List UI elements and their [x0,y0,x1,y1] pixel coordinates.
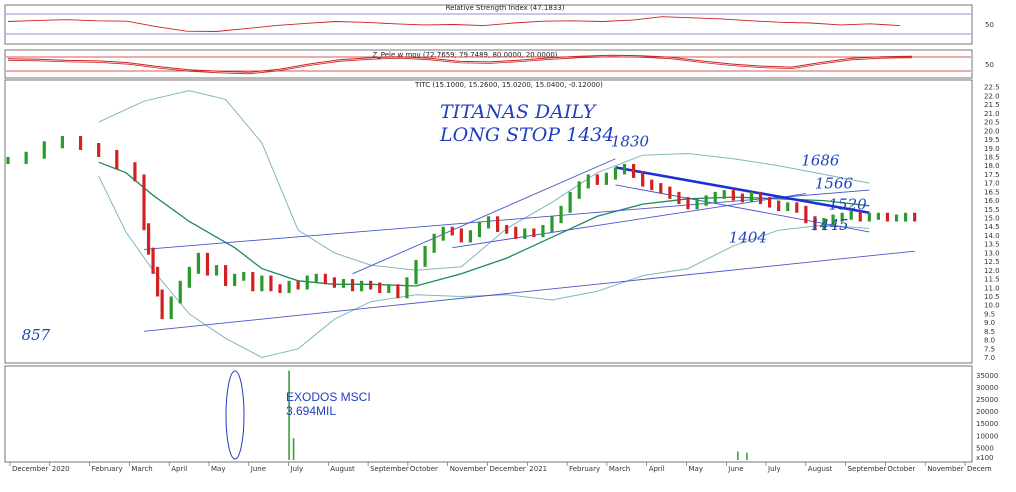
annotation-label: 1830 [611,133,650,151]
price-tick-label: 7.0 [984,354,995,362]
x-tick-label: July [290,465,304,473]
annotation-label: 1566 [815,174,854,192]
trendline-lower-support [143,250,915,332]
price-tick-label: 14.5 [984,223,1000,231]
annotation-label: 1445 [810,216,848,234]
price-tick-label: 13.5 [984,241,1000,249]
x-tick-label: 2021 [529,465,547,473]
volume-spike-circle [225,370,245,460]
price-tick-label: 11.5 [984,276,1000,284]
x-tick-label: 2020 [52,465,70,473]
price-tick-label: 22.5 [984,84,1000,92]
chart-title: TITANAS DAILY [440,101,598,123]
price-tick-label: 17.0 [984,180,1000,188]
x-tick-label: May [689,465,703,473]
x-tick-label: August [330,465,355,473]
price-tick-label: 20.5 [984,119,1000,127]
rsi-panel [4,4,973,45]
volume-tick-label: 35000 [976,372,998,380]
moving-average [98,161,870,287]
price-tick-label: 12.5 [984,258,1000,266]
volume-panel [4,365,973,463]
x-tick-label: March [609,465,630,473]
x-tick-label: July [767,465,781,473]
annotation-label: 1686 [801,152,840,170]
price-tick-label: 18.5 [984,154,1000,162]
x-tick-label: June [727,465,743,473]
x-tick-label: December [12,465,48,473]
volume-tick-label: 30000 [976,384,998,392]
zpele-panel [4,49,973,79]
price-tick-label: 7.5 [984,345,995,353]
zpele-tick: 50 [985,61,994,69]
x-tick-label: April [649,465,665,473]
trendline-downtrend [615,166,870,215]
x-tick-label: March [131,465,152,473]
x-tick-label: May [211,465,225,473]
x-tick-label: September [370,465,409,473]
x-tick-label: August [808,465,833,473]
price-tick-label: 13.0 [984,249,1000,257]
price-tick-label: 12.0 [984,267,1000,275]
trendline-upper-line [143,189,870,250]
band-upper [98,90,870,271]
price-tick-label: 20.0 [984,127,1000,135]
price-tick-label: 9.5 [984,310,995,318]
price-tick-label: 19.0 [984,145,1000,153]
x-tick-label: Decem [967,465,992,473]
chart-subtitle: LONG STOP 1434 [439,124,614,146]
annotation-label: 857 [22,326,51,344]
rsi-line [7,16,901,32]
price-tick-label: 11.0 [984,284,1000,292]
trendline-lower-channel [615,184,870,233]
price-tick-label: 21.5 [984,101,1000,109]
volume-tick-label: 25000 [976,396,998,404]
price-tick-label: 8.0 [984,337,995,345]
volume-tick-label: 20000 [976,408,998,416]
price-tick-label: 17.5 [984,171,1000,179]
zpele-label: Z_Pele w mov (72.7659, 79.7489, 80.0000,… [372,51,557,59]
x-tick-label: February [92,465,123,473]
x-tick-label: October [410,465,438,473]
price-tick-label: 22.0 [984,92,1000,100]
x-tick-label: October [887,465,915,473]
annotation-label: 1520 [829,195,868,213]
zpele-signal-line [7,56,913,75]
x-tick-label: February [569,465,600,473]
price-tick-label: 10.5 [984,293,1000,301]
price-tick-label: 21.0 [984,110,1000,118]
price-tick-label: 10.0 [984,302,1000,310]
x-tick-label: April [171,465,187,473]
titc-label: TITC (15.1000, 15.2600, 15.0200, 15.0400… [414,81,603,89]
price-tick-label: 9.0 [984,319,995,327]
zpele-line [7,54,913,73]
price-tick-label: 16.0 [984,197,1000,205]
rsi-label: Relative Strength Index (47.1833) [446,4,565,12]
x-tick-label: November [450,465,487,473]
price-tick-label: 15.5 [984,206,1000,214]
trendline-channel-top [352,158,616,275]
volume-note-line2: 3.694MIL [286,404,336,418]
price-tick-label: 18.0 [984,162,1000,170]
price-tick-label: 19.5 [984,136,1000,144]
x-tick-label: June [250,465,266,473]
price-tick-label: 14.0 [984,232,1000,240]
x-tick-label: December [490,465,526,473]
volume-tick-label: 10000 [976,432,998,440]
price-tick-label: 8.5 [984,328,995,336]
annotation-label: 1404 [729,228,767,246]
x-tick-label: September [848,465,887,473]
volume-axis-label: x100 [976,454,994,462]
trendline-channel-bottom [452,193,806,249]
x-tick-label: November [927,465,964,473]
band-lower [98,175,870,359]
rsi-tick: 50 [985,21,994,29]
volume-tick-label: 5000 [976,444,994,452]
price-panel [4,79,973,364]
price-tick-label: 15.0 [984,215,1000,223]
volume-tick-label: 15000 [976,420,998,428]
price-tick-label: 16.5 [984,188,1000,196]
volume-note-line1: EXODOS MSCI [286,390,371,404]
